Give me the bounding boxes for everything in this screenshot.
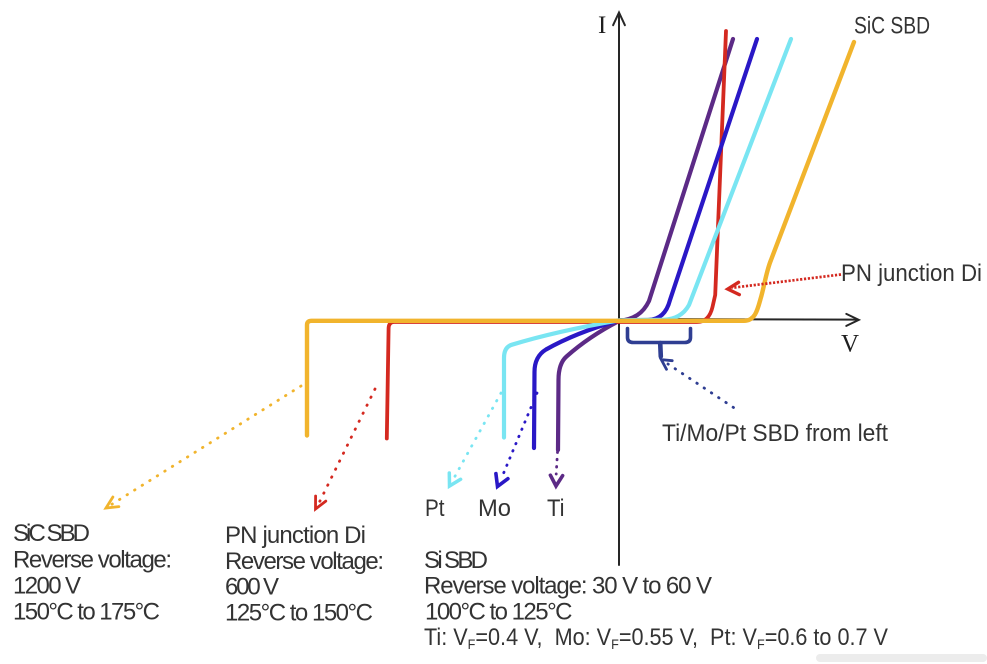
svg-text:Ti: Ti [547,495,565,522]
svg-text:I: I [598,12,606,39]
svg-text:Pt: Pt [425,495,445,522]
svg-text:Reverse voltage:: Reverse voltage: [225,548,384,575]
svg-text:600 V: 600 V [225,574,279,601]
svg-text:1200 V: 1200 V [13,573,81,600]
svg-text:SiC SBD: SiC SBD [13,520,90,547]
svg-text:Ti: VF=0.4 V, Mo: VF=0.55 V,: Ti: VF=0.4 V, Mo: VF=0.55 V, Pt: VF=0.6 … [424,624,888,652]
svg-text:V: V [841,331,859,358]
svg-text:PN junction Di: PN junction Di [841,260,982,287]
svg-text:Mo: Mo [478,495,511,522]
svg-text:PN junction Di: PN junction Di [225,522,366,549]
svg-text:Si SBD: Si SBD [424,547,488,574]
svg-text:Ti/Mo/Pt SBD from left: Ti/Mo/Pt SBD from left [662,420,888,447]
svg-text:Reverse voltage:: Reverse voltage: [13,547,172,574]
svg-text:150°C to 175°C: 150°C to 175°C [13,599,160,626]
svg-text:125°C to 150°C: 125°C to 150°C [225,600,373,627]
svg-text:SiC SBD: SiC SBD [854,13,930,40]
svg-text:Reverse voltage: 30 V to 60 V: Reverse voltage: 30 V to 60 V [424,573,712,600]
svg-text:100°C to 125°C: 100°C to 125°C [425,599,573,626]
